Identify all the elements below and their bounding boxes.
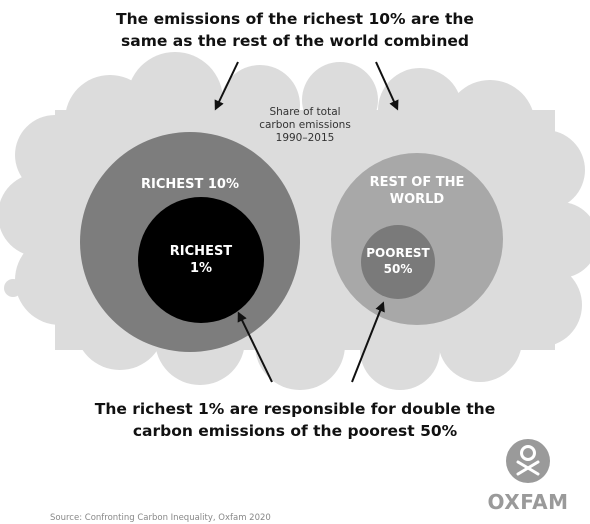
- headline-bottom: The richest 1% are responsible for doubl…: [0, 398, 590, 442]
- arrow-to-poorest-50: [351, 301, 385, 383]
- richest-1-label-line1: RICHEST: [169, 244, 233, 259]
- headline-top: The emissions of the richest 10% are the…: [0, 8, 590, 52]
- richest-10-label: RICHEST 10%: [140, 177, 240, 192]
- richest-1-label-line2: 1%: [189, 261, 213, 276]
- subtitle-line3: 1990–2015: [275, 132, 335, 144]
- arrow-to-richest-1: [237, 311, 273, 383]
- subtitle-line1: Share of total: [269, 106, 341, 118]
- headline-bottom-line1: The richest 1% are responsible for doubl…: [94, 400, 496, 418]
- subtitle-line2: carbon emissions: [259, 119, 351, 131]
- rest-of-world-label: REST OF THE WORLD: [362, 174, 472, 208]
- headline-top-line1: The emissions of the richest 10% are the: [116, 10, 474, 28]
- source-note: Source: Confronting Carbon Inequality, O…: [50, 513, 271, 523]
- richest-1-bubble: [138, 197, 264, 323]
- headline-bottom-line2: carbon emissions of the poorest 50%: [132, 422, 458, 440]
- rest-of-world-label-line1: REST OF THE: [369, 175, 465, 190]
- richest-1-label: RICHEST 1%: [151, 243, 251, 277]
- arrow-to-richest-10: [214, 61, 239, 111]
- oxfam-wordmark: OXFAM: [487, 490, 569, 514]
- poorest-50-bubble: [361, 225, 435, 299]
- diagram-subtitle: Share of total carbon emissions 1990–201…: [220, 106, 390, 145]
- oxfam-logo-icon: [506, 439, 550, 483]
- poorest-50-label-line1: POOREST: [366, 246, 430, 260]
- arrow-to-rest-of-world: [375, 61, 399, 111]
- poorest-50-label-line2: 50%: [383, 262, 413, 276]
- rest-of-world-label-line2: WORLD: [389, 192, 445, 207]
- poorest-50-label: POOREST 50%: [358, 245, 438, 277]
- headline-top-line2: same as the rest of the world combined: [121, 32, 469, 50]
